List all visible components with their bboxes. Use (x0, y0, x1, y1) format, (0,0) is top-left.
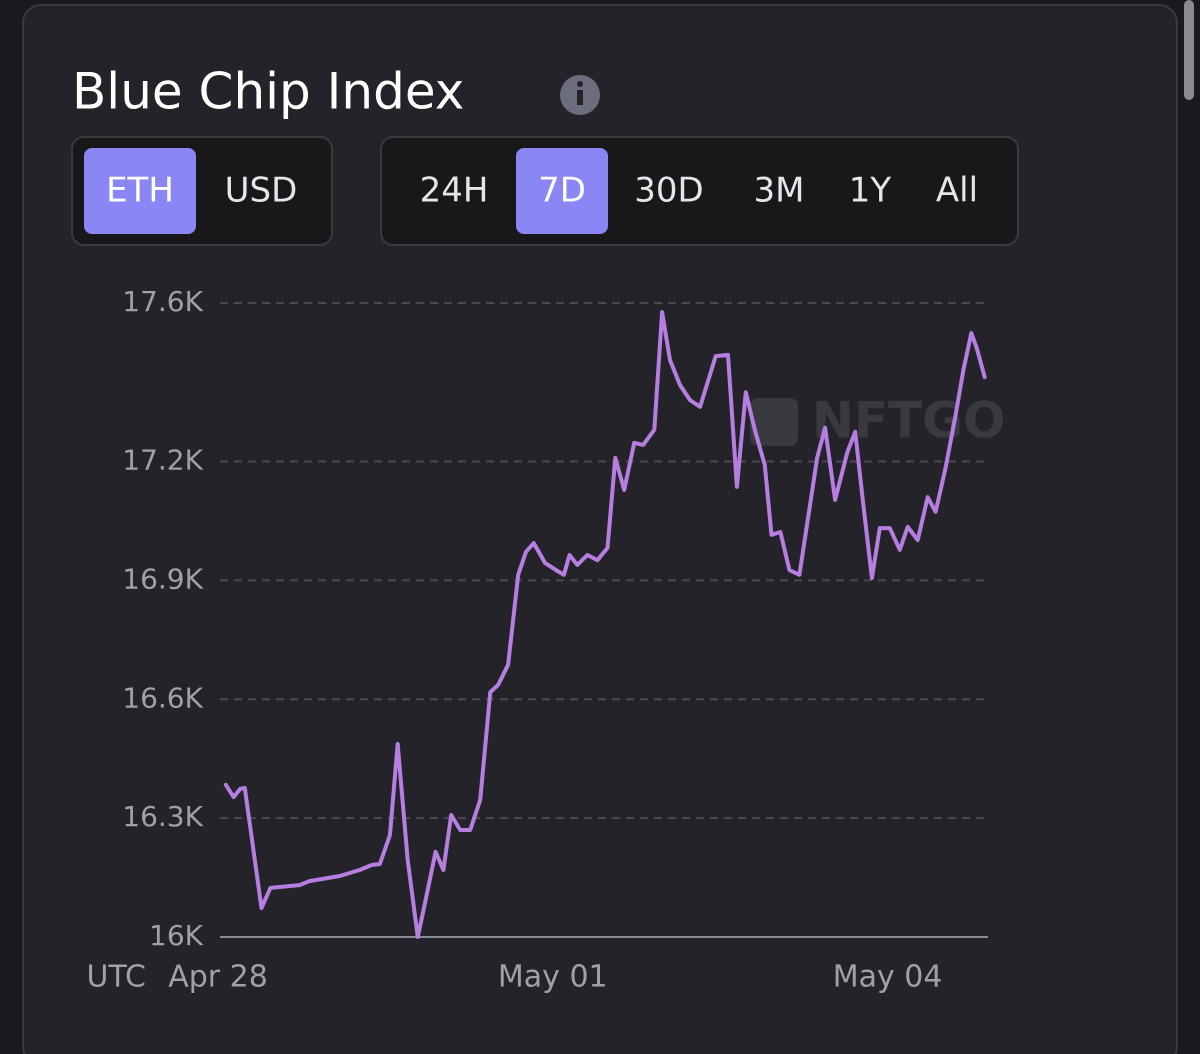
info-icon-dot (577, 81, 583, 87)
info-icon-bar (577, 90, 583, 105)
range-button[interactable] (516, 148, 608, 234)
range-label: 1Y (849, 171, 892, 211)
series-line (223, 310, 987, 939)
card (22, 4, 1178, 1054)
y-tick-label: 16.6K (122, 681, 203, 714)
x-axis-label: UTC (87, 960, 146, 995)
currency-button[interactable] (84, 148, 196, 234)
y-tick-label: 16.3K (122, 800, 203, 833)
chart-title: Blue Chip Index (72, 63, 464, 121)
scrollbar (1184, 0, 1194, 100)
range-label: 3M (754, 171, 805, 211)
currency-label: USD (225, 171, 298, 211)
range-label: 7D (538, 171, 586, 211)
watermark-group: NFTGO (750, 392, 1006, 450)
x-tick-label: May 04 (833, 960, 943, 995)
range-label: 24H (420, 171, 489, 211)
range-label: All (936, 171, 978, 211)
currency-label: ETH (106, 171, 174, 211)
x-tick-label: Apr 28 (168, 960, 268, 995)
y-tick-label: 16.9K (122, 562, 203, 595)
range-label: 30D (634, 171, 703, 211)
y-tick-label: 16K (149, 919, 204, 952)
watermark: NFTGO (812, 392, 1006, 450)
y-tick-label: 17.2K (122, 444, 203, 477)
watermark-icon (750, 398, 798, 446)
y-tick-label: 17.6K (122, 285, 203, 318)
x-tick-label: May 01 (498, 960, 608, 995)
